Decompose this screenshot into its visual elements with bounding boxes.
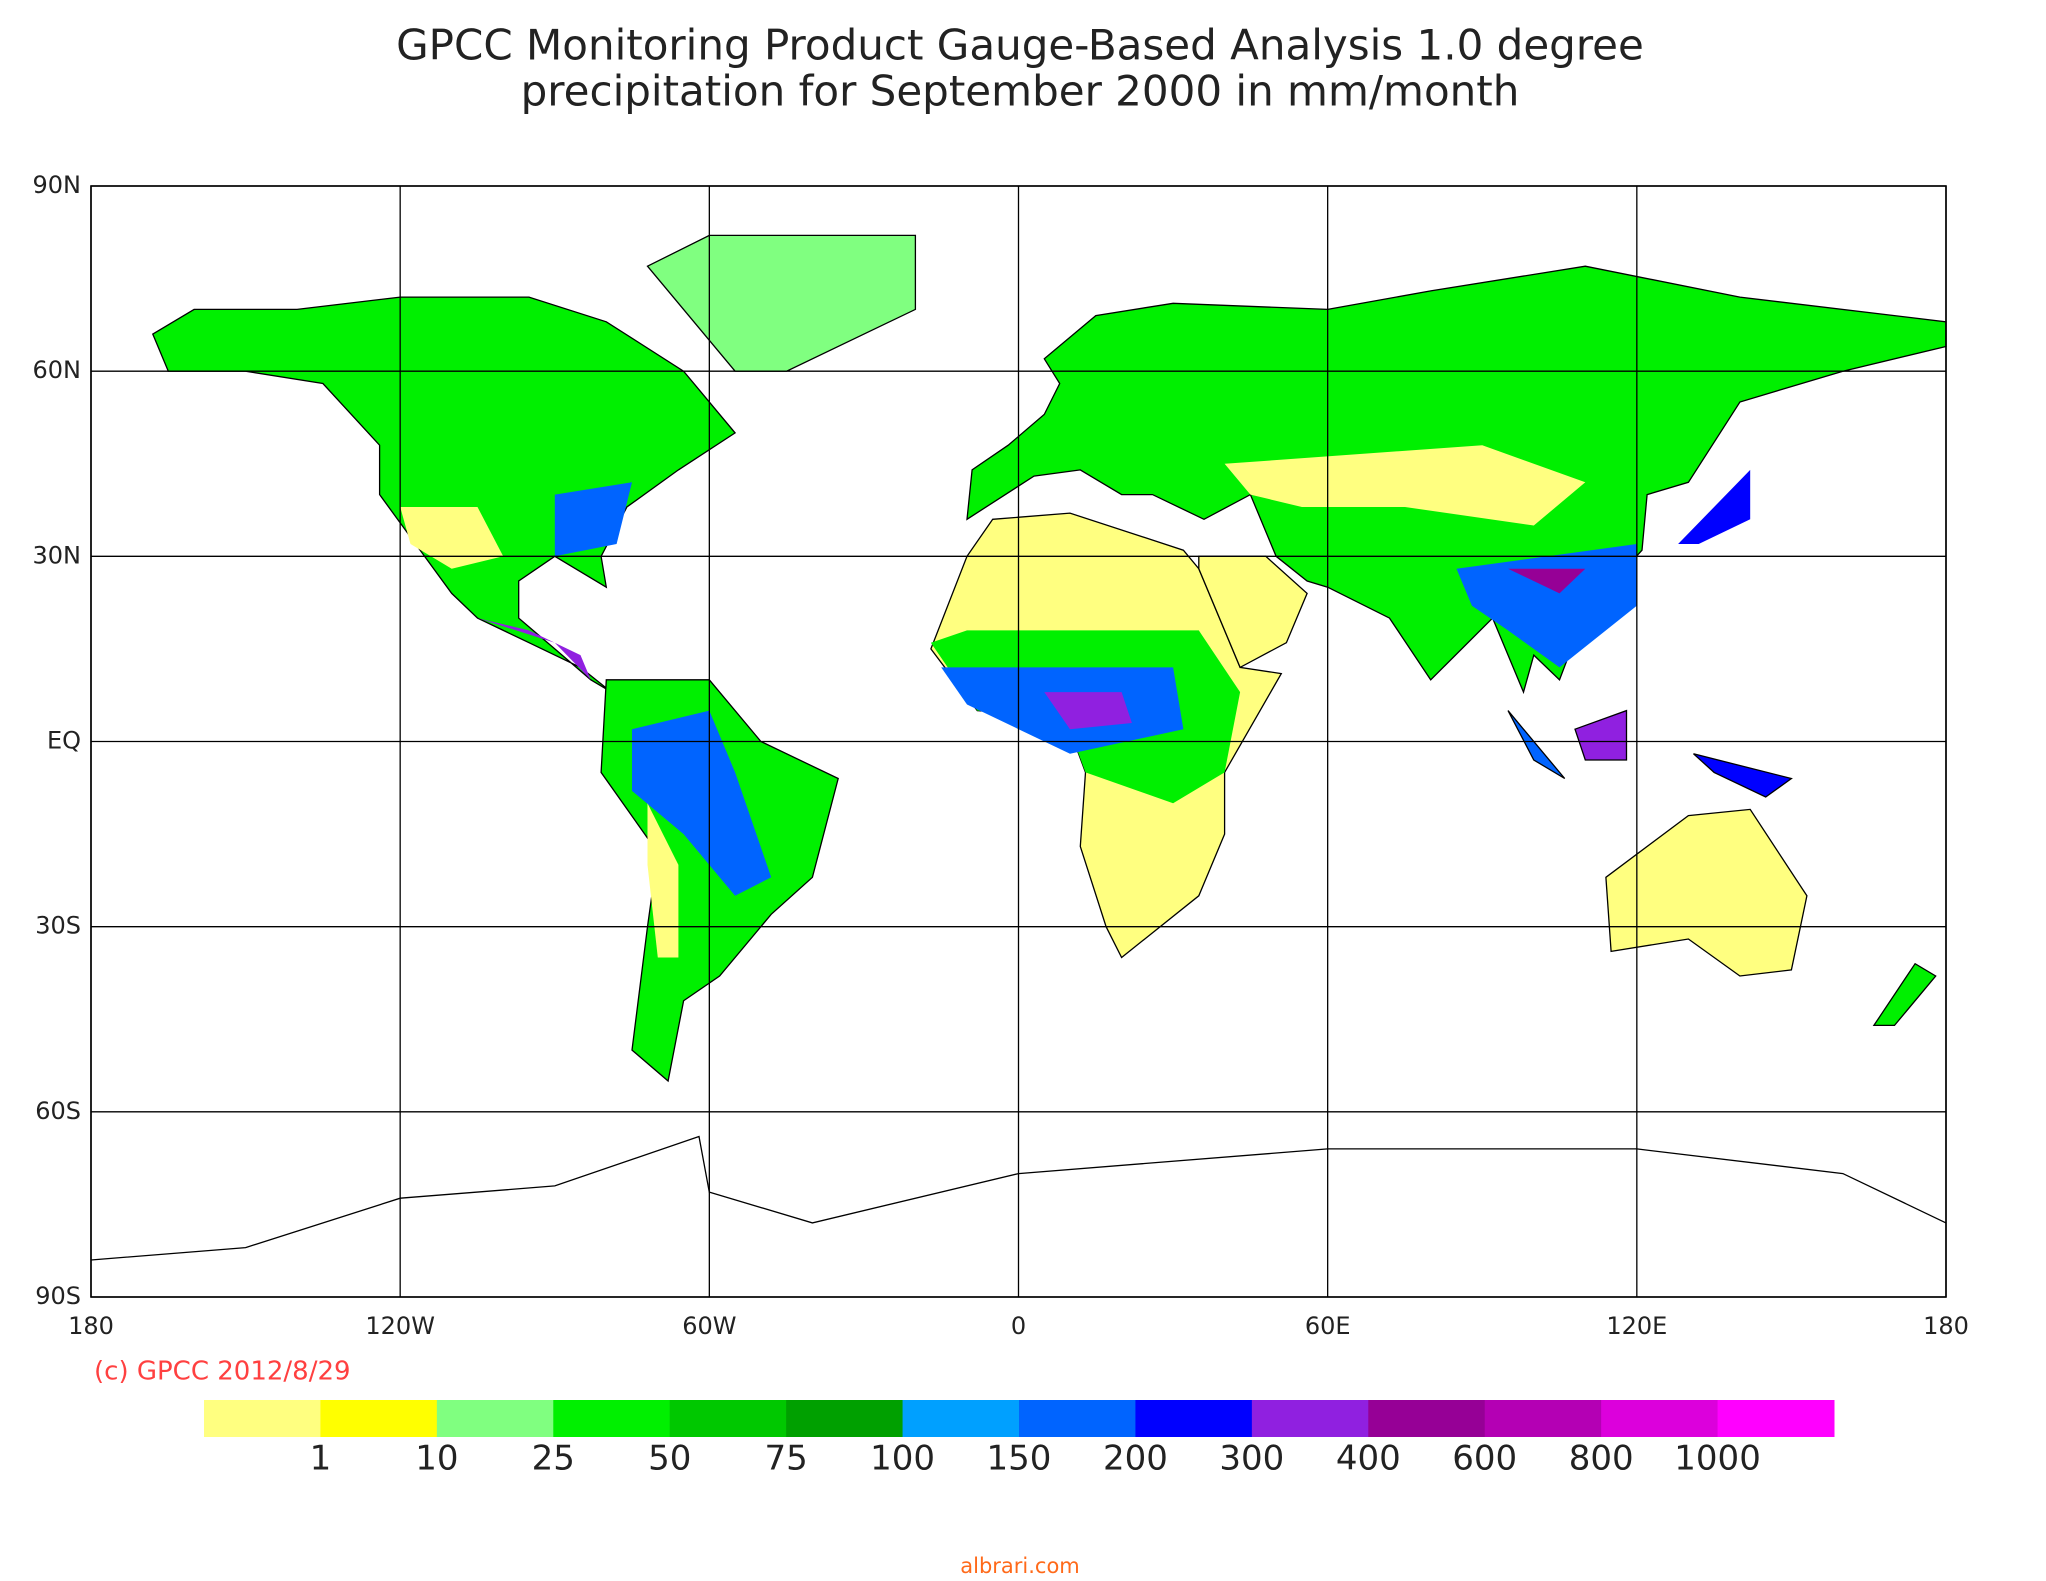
- copyright: (c) GPCC 2012/8/29: [94, 1357, 351, 1387]
- precip-region: [1507, 710, 1566, 780]
- subtitle: precipitation for September 2000 in mm/m…: [521, 67, 1520, 116]
- colorbar-label: 400: [1336, 1439, 1401, 1479]
- colorbar-box: [1019, 1400, 1136, 1437]
- y-tick-label: 30S: [35, 912, 81, 940]
- x-tick-label: 0: [1011, 1312, 1026, 1340]
- colorbar-box: [902, 1400, 1020, 1437]
- precip-region: [632, 710, 772, 896]
- precip-region: [1693, 753, 1793, 798]
- colorbar-box: [436, 1400, 554, 1437]
- colorbar-label: 50: [648, 1439, 691, 1479]
- colorbar-box: [320, 1400, 438, 1437]
- precip-region: [1605, 808, 1808, 977]
- precip-region: [554, 482, 632, 557]
- precip-region: [1224, 445, 1586, 526]
- colorbar-label: 300: [1219, 1439, 1284, 1479]
- precip-region: [1678, 469, 1751, 544]
- colorbar-label: 150: [987, 1439, 1052, 1479]
- precip-region: [400, 507, 504, 569]
- colorbar-box: [1601, 1400, 1719, 1437]
- x-tick-label: 180: [68, 1312, 114, 1340]
- precip-region: [1574, 709, 1628, 761]
- watermark: albrari.com: [960, 1554, 1080, 1578]
- colorbar-label: 1000: [1674, 1439, 1761, 1479]
- colorbar-label: 25: [532, 1439, 575, 1479]
- precip-region: [1456, 544, 1637, 668]
- colorbar-label: 800: [1569, 1439, 1634, 1479]
- y-tick-label: 90S: [35, 1282, 81, 1310]
- colorbar-label: 200: [1103, 1439, 1168, 1479]
- y-tick-label: 60S: [35, 1097, 81, 1125]
- precip-region: [647, 803, 679, 958]
- y-tick-label: 90N: [33, 171, 82, 199]
- colorbar-label: 10: [415, 1439, 458, 1479]
- colorbar-box: [1251, 1400, 1369, 1437]
- colorbar-box: [553, 1400, 671, 1437]
- colorbar-label: 100: [870, 1439, 935, 1479]
- precip-region: [1872, 962, 1937, 1027]
- map-frame: [90, 185, 1947, 1298]
- colorbar-box: [1368, 1400, 1486, 1437]
- colorbar-box: [1484, 1400, 1602, 1437]
- precip-region: [1044, 692, 1132, 730]
- colorbar-box: [786, 1400, 904, 1437]
- x-tick-label: 60W: [682, 1312, 736, 1340]
- precip-region: [477, 618, 591, 680]
- antarctica-coast: [90, 1135, 1947, 1261]
- colorbar-label: 75: [765, 1439, 808, 1479]
- title: GPCC Monitoring Product Gauge-Based Anal…: [396, 21, 1644, 70]
- colorbar-box: [1717, 1400, 1835, 1437]
- precip-region: [1508, 568, 1586, 594]
- colorbar-box: [669, 1400, 787, 1437]
- precip-region: [646, 234, 917, 372]
- y-tick-label: EQ: [47, 727, 81, 755]
- y-tick-label: 30N: [33, 541, 82, 569]
- x-tick-label: 180: [1923, 1312, 1969, 1340]
- x-tick-label: 60E: [1305, 1312, 1351, 1340]
- colorbar-label: 600: [1452, 1439, 1517, 1479]
- colorbar-label: 1: [310, 1439, 332, 1479]
- precip-region: [151, 296, 737, 693]
- y-tick-label: 60N: [33, 356, 82, 384]
- x-tick-label: 120E: [1606, 1312, 1667, 1340]
- x-tick-label: 120W: [365, 1312, 435, 1340]
- colorbar-box: [1135, 1400, 1253, 1437]
- colorbar-box: [204, 1400, 321, 1437]
